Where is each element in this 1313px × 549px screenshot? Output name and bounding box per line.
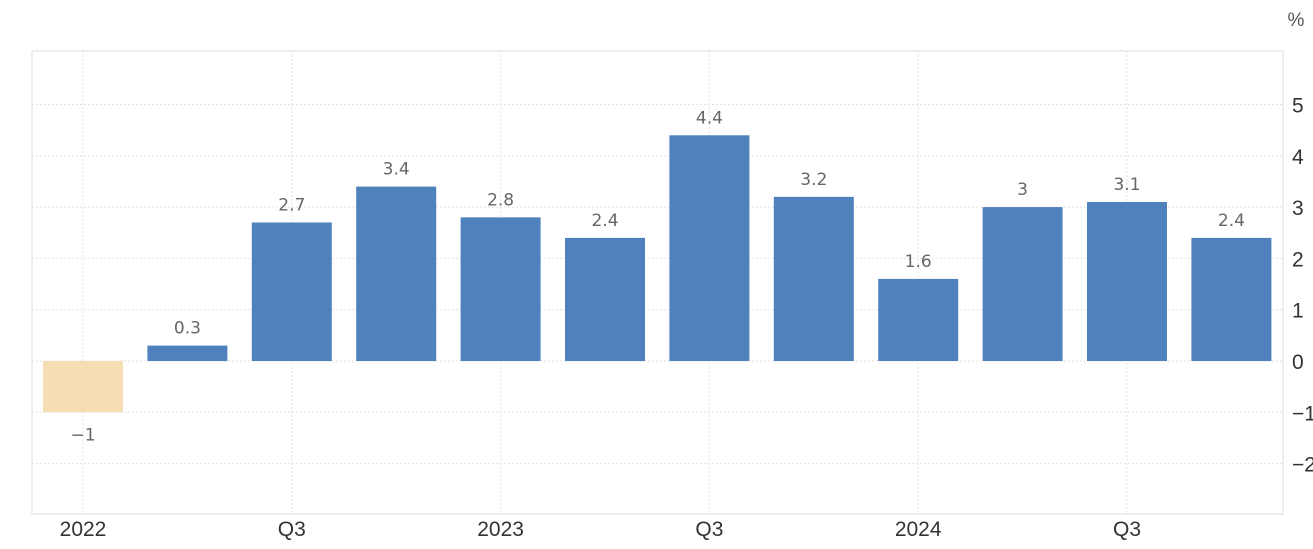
bar[interactable] [773,196,854,361]
x-tick-label: 2024 [895,518,942,541]
bar[interactable] [565,237,645,361]
grid-lines [32,51,1283,514]
y-tick-label: 0 [1292,351,1304,374]
bar[interactable] [1087,201,1167,361]
x-tick-label: 2023 [477,518,524,541]
bar[interactable] [147,345,228,361]
y-tick-label: 1 [1292,300,1304,323]
data-label: 3.1 [1113,175,1140,195]
data-label: −1 [70,425,95,445]
y-tick-label: 4 [1292,146,1304,169]
y-tick-label: 5 [1292,95,1304,118]
data-label: 2.4 [1218,211,1245,231]
data-label: 2.4 [591,211,618,231]
data-label: 3 [1017,180,1028,200]
data-label: 0.3 [174,319,201,339]
data-label: 1.6 [905,252,932,272]
x-tick-label: Q3 [695,518,723,541]
x-tick-label: Q3 [1113,518,1141,541]
data-label: 3.2 [800,170,827,190]
bars [43,135,1272,413]
bar[interactable] [878,278,959,361]
y-axis-ticks: 5 4 3 2 1 0 −1 −2 [1292,95,1313,477]
plot-area [31,50,1284,515]
data-label: 2.7 [278,195,305,215]
data-label: 2.8 [487,190,514,210]
y-tick-label: 2 [1292,248,1304,271]
y-tick-label: 3 [1292,197,1304,220]
data-label: 3.4 [383,160,410,180]
y-tick-label: −1 [1292,402,1313,425]
y-axis-unit: % [1288,10,1305,31]
bar[interactable] [251,222,332,361]
x-tick-label: Q3 [278,518,306,541]
x-tick-label: 2022 [60,518,107,541]
data-label: 4.4 [696,108,723,128]
bar[interactable] [1191,237,1272,361]
bar[interactable] [460,217,541,361]
y-tick-label: −2 [1292,454,1313,477]
data-labels: −1 0.3 2.7 3.4 2.8 2.4 4.4 3.2 1.6 3 3.1 2.4 [70,108,1244,445]
bar[interactable] [356,186,437,361]
bar[interactable] [669,135,750,361]
bar[interactable] [43,361,123,413]
bar[interactable] [982,207,1063,361]
x-axis-ticks: 2022 Q3 2023 Q3 2024 Q3 [60,518,1141,541]
